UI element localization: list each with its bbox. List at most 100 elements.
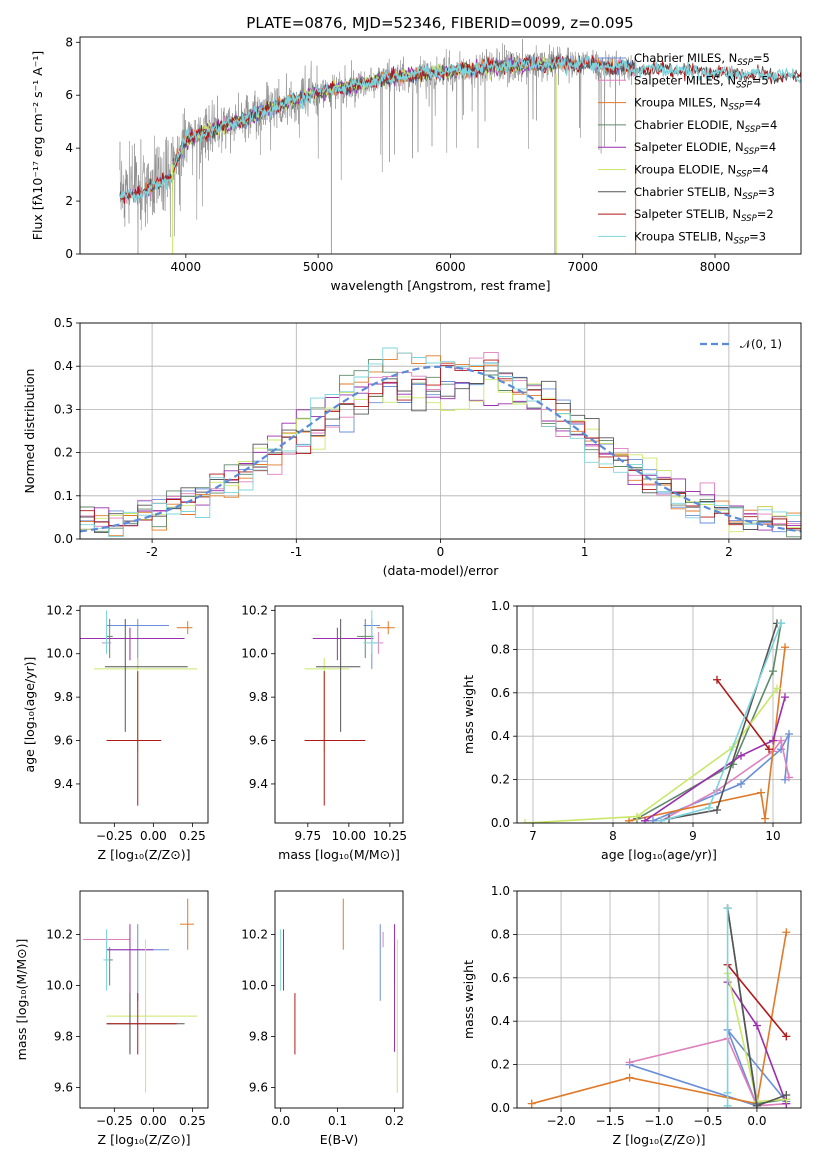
axes-frame — [79, 605, 209, 824]
tick-label-y: 0.0 — [491, 816, 510, 830]
tick-label-y: 0.2 — [491, 773, 510, 787]
y-axis-label: Normed distribution — [22, 369, 37, 494]
weight-marker — [723, 904, 732, 913]
tick-label-x: 1 — [581, 545, 589, 559]
tick-label-y: 1.0 — [491, 599, 510, 613]
tick-label-x: 10 — [765, 829, 780, 843]
tick-label-y: 0.0 — [54, 532, 73, 546]
weight-marker — [705, 803, 713, 812]
weight-line — [629, 1029, 787, 1108]
tick-label-x: 7 — [529, 829, 537, 843]
plot-area — [119, 38, 801, 254]
x-axis-label: E(B-V) — [320, 1132, 359, 1147]
plot-area — [80, 610, 198, 806]
x-axis-label: wavelength [Angstrom, rest frame] — [330, 278, 550, 293]
weight-marker — [657, 816, 665, 823]
histogram-series — [80, 370, 801, 534]
histogram-series — [80, 359, 801, 529]
tick-label-y: 9.8 — [54, 1030, 73, 1044]
tick-label-y: 10.0 — [46, 647, 73, 661]
panel-spectrum: 4000 5000 6000 7000 8000 0 2 4 6 8 wavelength [Ang… — [30, 14, 802, 293]
axes-frame — [516, 605, 802, 824]
weight-marker — [782, 1090, 791, 1099]
tick-label-x: 8000 — [700, 260, 731, 274]
weight-marker — [713, 675, 721, 684]
tick-label-x: 0.0 — [271, 1114, 290, 1128]
weight-marker — [765, 745, 773, 754]
weight-marker — [737, 779, 745, 788]
tick-label-y: 9.6 — [54, 1081, 73, 1095]
weight-marker — [752, 1101, 761, 1108]
legend-entry: Kroupa MILES, NSSP=4 — [634, 96, 761, 113]
legend-entry: Salpeter ELODIE, NSSP=4 — [634, 140, 776, 157]
tick-label-y: 0.8 — [491, 642, 510, 656]
weight-marker — [782, 928, 791, 937]
tick-label-y: 2 — [65, 194, 73, 208]
tick-label-x: −1.0 — [644, 1114, 673, 1128]
tick-label-x: 7000 — [567, 260, 598, 274]
tick-label-x: −0.25 — [96, 829, 133, 843]
axes-frame — [274, 890, 404, 1109]
x-axis-label: Z [log₁₀(Z/Z⊙)] — [98, 847, 191, 862]
weight-marker — [777, 736, 785, 745]
tick-label-x: 10.25 — [373, 829, 407, 843]
panel-age_vs_Z: −0.25 0.00 0.25 9.4 9.6 9.8 10.0 10.2 Z [log₁₀(Z… — [22, 603, 209, 862]
histogram-series — [80, 378, 801, 531]
weight-marker — [781, 643, 789, 652]
tick-label-y: 0.4 — [54, 359, 73, 373]
tick-label-x: 5000 — [303, 260, 334, 274]
panel-mass_weight_vs_Z: −2.0 −1.5 −1.0 −0.5 0.0 0.0 0.2 0.4 0.6 0.8 1.0 Z [… — [461, 884, 802, 1147]
tick-label-y: 9.8 — [249, 690, 268, 704]
y-axis-label: mass [log₁₀(M/M⊙)] — [14, 939, 29, 1061]
tick-label-x: −1.5 — [595, 1114, 624, 1128]
weight-marker — [782, 1032, 791, 1041]
weight-marker — [625, 1073, 634, 1082]
weight-marker — [521, 819, 529, 823]
weight-marker — [625, 1058, 634, 1067]
tick-label-y: 0.5 — [54, 316, 73, 330]
plot-area — [80, 347, 801, 538]
weight-marker — [723, 1101, 732, 1108]
chart-title: PLATE=0876, MJD=52346, FIBERID=0099, z=0… — [246, 14, 633, 32]
tick-label-y: 9.6 — [249, 734, 268, 748]
tick-label-y: 10.2 — [46, 603, 73, 617]
histogram-series — [80, 352, 801, 537]
tick-label-y: 0.2 — [491, 1058, 510, 1072]
plot-area — [304, 610, 395, 806]
weight-marker — [649, 816, 657, 823]
weight-line — [716, 679, 770, 750]
tick-label-x: 10.00 — [332, 829, 366, 843]
tick-label-x: 0.00 — [140, 829, 167, 843]
tick-label-y: 0.4 — [491, 729, 510, 743]
tick-label-y: 1.0 — [491, 884, 510, 898]
tick-label-x: -2 — [146, 545, 158, 559]
tick-label-x: 2 — [725, 545, 733, 559]
histogram-series — [80, 347, 801, 538]
y-axis-label: mass weight — [461, 675, 476, 754]
panel-age_vs_mass: 9.75 10.00 10.25 9.4 9.6 9.8 10.0 10.2 mass [log… — [241, 603, 407, 862]
weight-marker — [773, 684, 781, 693]
legend-entry: 𝒩(0, 1) — [740, 337, 782, 351]
tick-label-x: 6000 — [435, 260, 466, 274]
tick-label-x: −0.5 — [693, 1114, 722, 1128]
legend: Chabrier MILES, NSSP=5 Salpeter MILES, NS… — [598, 51, 777, 246]
tick-label-y: 10.0 — [241, 647, 268, 661]
tick-label-y: 10.2 — [241, 927, 268, 941]
plot-area — [521, 619, 793, 823]
normal-curve — [80, 365, 801, 533]
tick-label-y: 9.8 — [54, 690, 73, 704]
weight-marker — [752, 1021, 761, 1030]
weight-line — [636, 623, 782, 820]
weight-marker — [785, 773, 793, 782]
data-spectrum — [119, 38, 636, 254]
y-axis-label: mass weight — [461, 960, 476, 1039]
tick-label-x: 0.2 — [385, 1114, 404, 1128]
tick-label-y: 10.0 — [241, 978, 268, 992]
weight-marker — [785, 730, 793, 739]
weight-line — [726, 964, 787, 1037]
tick-label-y: 10.0 — [46, 978, 73, 992]
axes-frame — [274, 605, 404, 824]
tick-label-x: 8 — [609, 829, 617, 843]
tick-label-x: −2.0 — [546, 1114, 575, 1128]
